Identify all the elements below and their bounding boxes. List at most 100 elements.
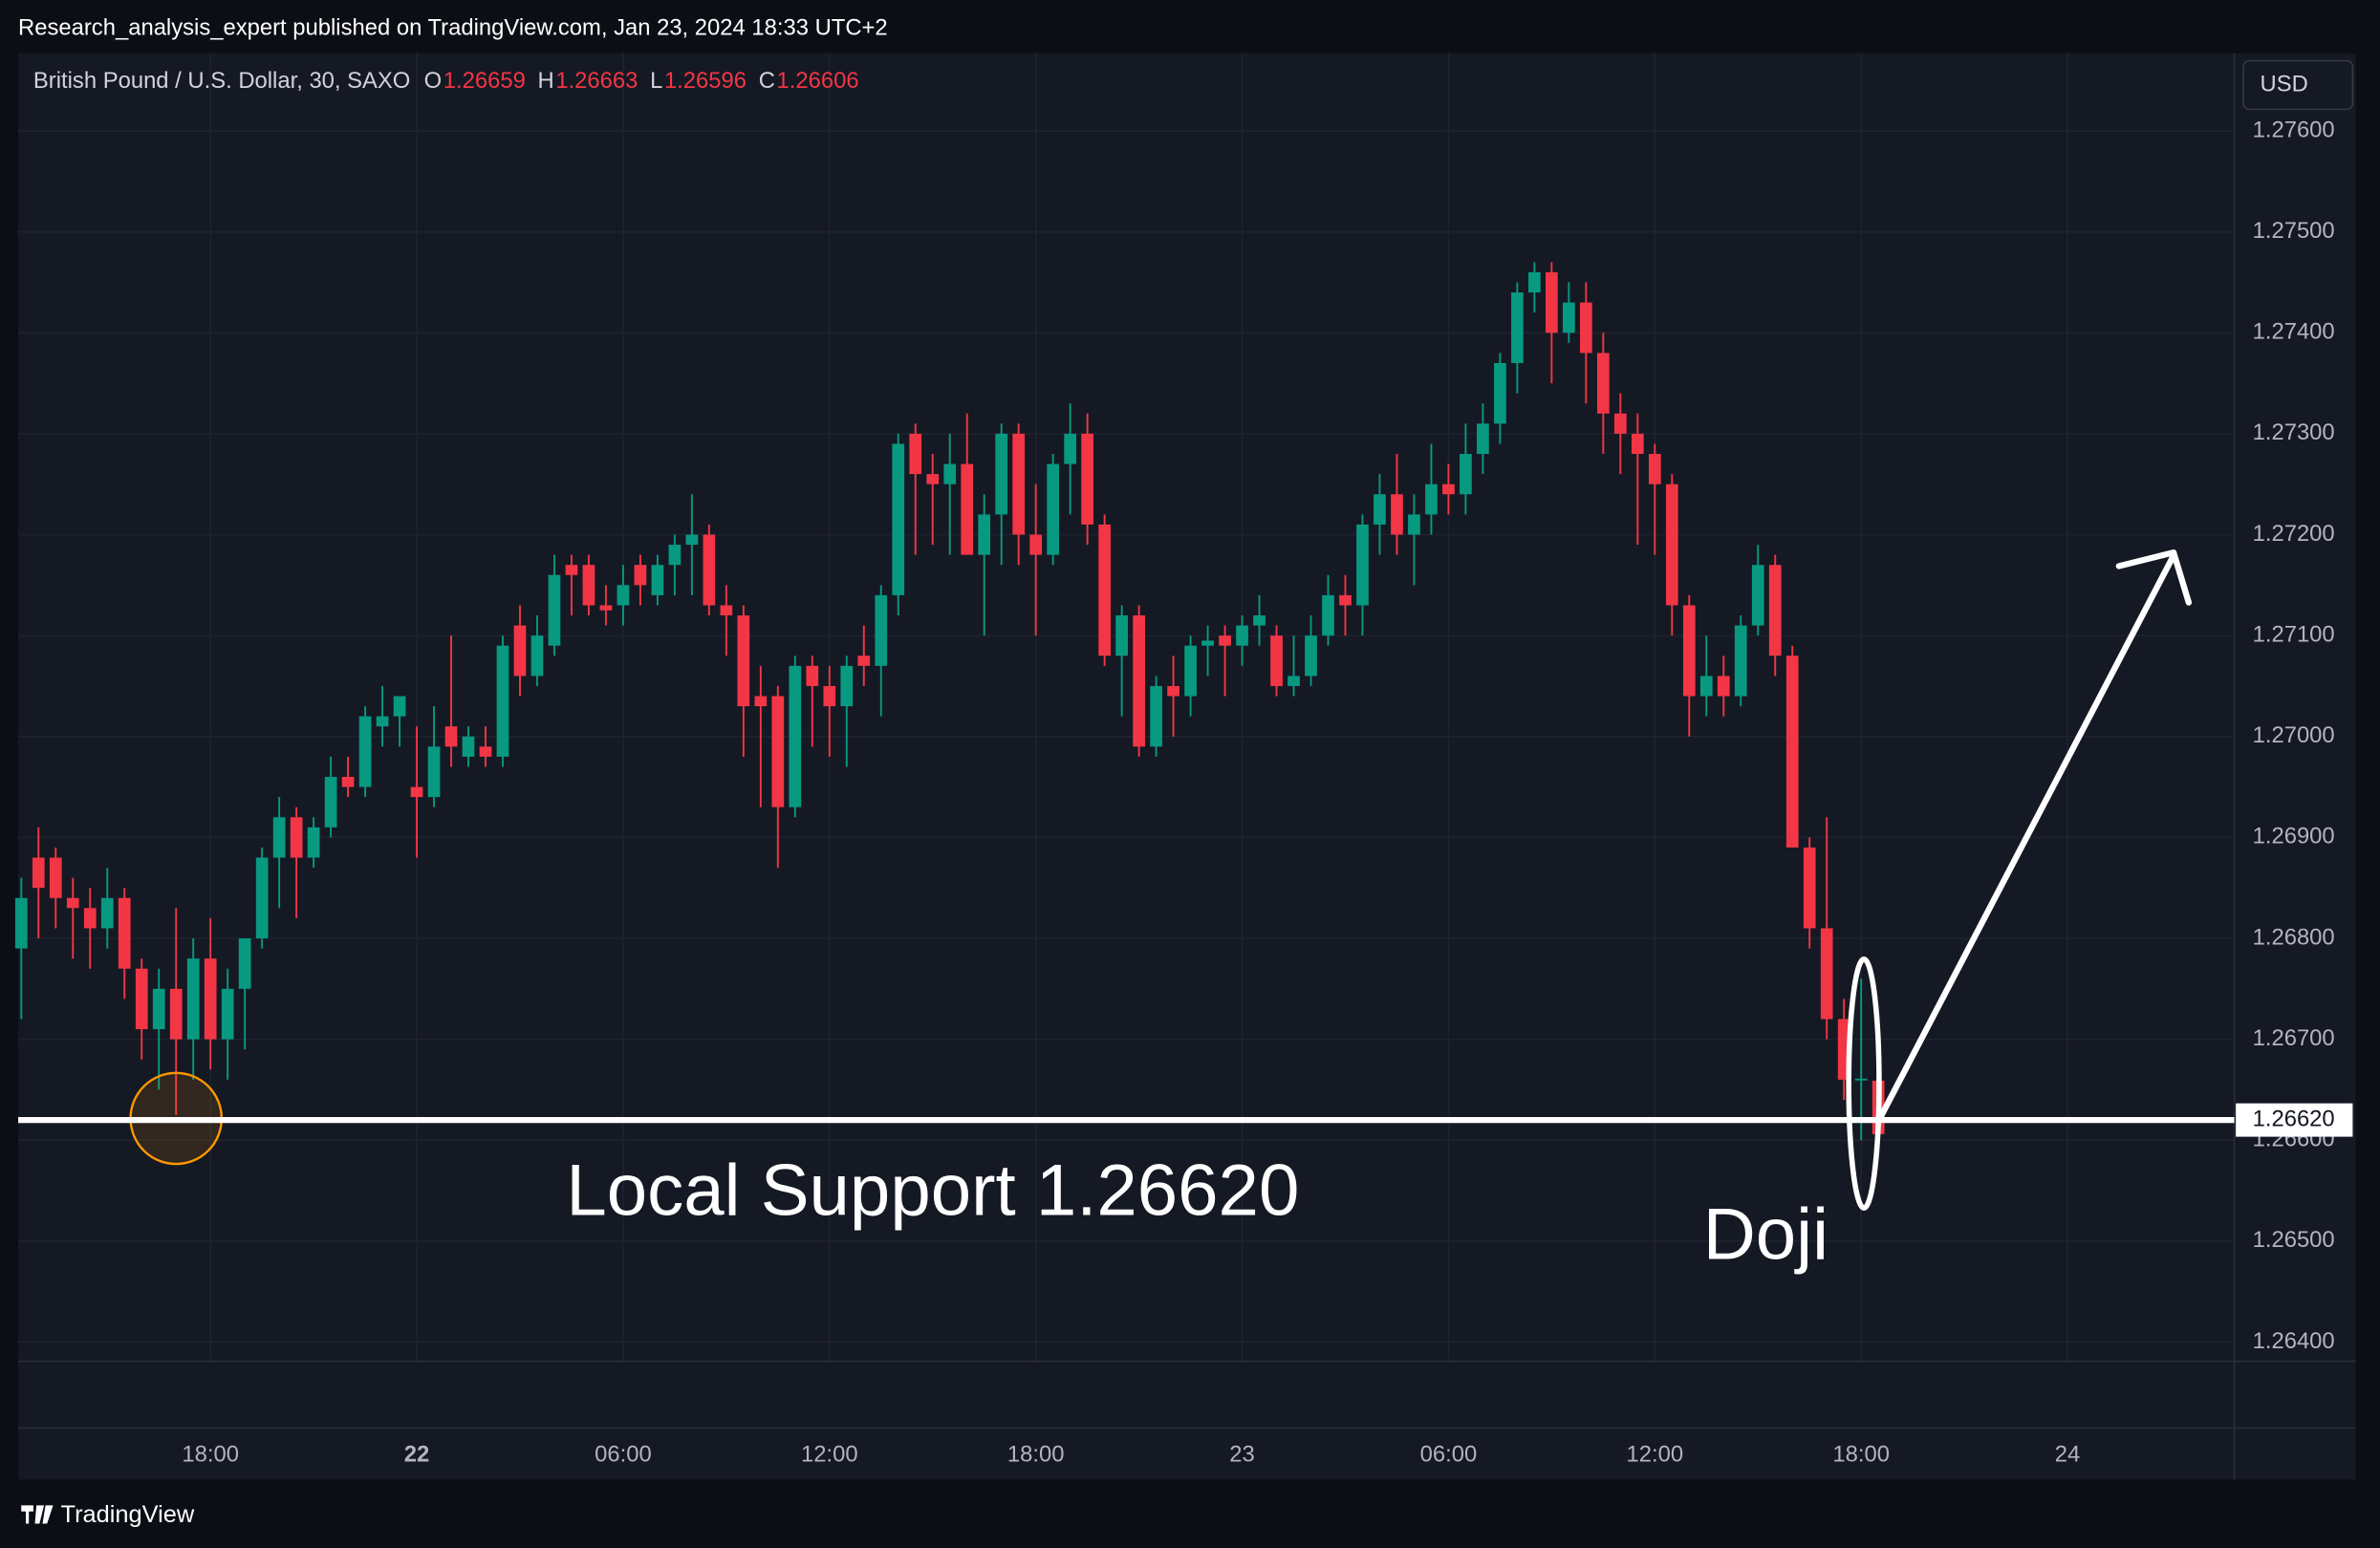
x-tick-label: 23 [1229,1441,1255,1467]
ohlc-key: C [759,68,775,94]
candle-body [1115,615,1128,656]
currency-button[interactable] [2242,59,2354,111]
candle-body [221,988,234,1040]
candle-body [255,857,269,939]
candle-body [49,857,62,898]
candle-body [617,585,630,606]
candle-body [1665,484,1678,606]
candle-body [272,817,286,858]
candle-body [410,786,423,798]
axes: 1.27600 1.27500 1.27400 1.27300 1.27200 1.271… [182,117,2334,1467]
candle-body [238,938,251,989]
candle-body [1408,514,1420,535]
candle-body [1425,484,1438,515]
y-tick-label: 1.26700 [2253,1025,2335,1051]
candle-body [444,726,458,747]
candle-body [1477,423,1489,455]
y-tick-label: 1.27300 [2253,419,2335,445]
candle-body [1613,413,1627,434]
annotations: 1.26620 Local Support 1.26620 Doji [18,1103,2353,1276]
y-tick-label: 1.26500 [2253,1227,2335,1253]
candle-body [703,534,716,606]
candle-body [943,463,957,484]
support-text: Local Support 1.26620 [566,1150,1299,1232]
candle-body [1167,685,1179,697]
brand-name: TradingView [61,1501,195,1528]
y-tick-label: 1.26800 [2253,924,2335,950]
candle-body [1631,433,1644,455]
candle-body [307,827,320,858]
candle-body [83,908,97,929]
candle-body [1648,454,1661,484]
candle-body [135,968,148,1030]
ohlc-value: 1.26663 [555,68,638,94]
candle-body [1029,534,1043,555]
doji-ellipse [1846,956,1882,1211]
x-tick-label: 06:00 [595,1441,652,1467]
candle-body [1751,565,1764,626]
candle-body [754,696,768,707]
candle-body [496,645,509,757]
ohlc-value: 1.26596 [664,68,746,94]
support-price-tag [2236,1103,2353,1137]
currency-label: USD [2261,71,2308,97]
candle-body [1219,635,1231,646]
candle-body [668,545,682,566]
candle-body [1803,847,1816,929]
candle-body [1098,524,1111,656]
candle-body [1785,656,1799,848]
y-tick-label: 1.27600 [2253,117,2335,142]
candle-body [462,736,475,757]
x-tick-label: 22 [404,1441,430,1467]
ohlc-key: L [650,68,662,94]
candle-body [1305,635,1317,677]
candles [14,262,1885,1145]
candle-body [1270,635,1283,686]
candle-body [599,605,613,611]
candle-body [290,817,303,858]
candle-body [1201,640,1214,646]
candle-body [530,635,544,677]
candle-body [651,565,664,595]
candle-body [1287,676,1300,686]
candle-body [1546,271,1558,333]
candle-body [66,897,79,909]
candle-body [1820,928,1833,1020]
candle-body [393,696,406,717]
ohlc-key: H [538,68,554,94]
candle-body [875,594,888,666]
candle-body [32,857,45,889]
brand-logo [21,1505,54,1524]
y-tick-label: 1.27100 [2253,621,2335,647]
candle-body [961,463,974,555]
candle-body [995,433,1008,515]
y-tick-label: 1.26900 [2253,824,2335,849]
candle-body [14,897,28,949]
candle-body [548,574,561,646]
candle-body [806,665,819,686]
candle-body [204,958,217,1040]
y-tick-label: 1.26400 [2253,1328,2335,1354]
y-tick-label: 1.27200 [2253,521,2335,547]
candle-body [565,565,578,575]
candle-body [926,474,940,484]
candle-body [376,716,389,727]
candle-body [100,897,114,929]
candle-body [169,988,183,1040]
x-tick-label: 24 [2055,1441,2081,1467]
candle-body [1012,433,1026,535]
candle-body [892,443,905,595]
candle-body [1133,615,1145,747]
candle-body [1391,494,1403,535]
candle-body [1322,594,1334,636]
candle-body [1253,615,1266,626]
candle-body [1081,433,1093,525]
candle-body [1528,271,1541,293]
x-tick-label: 18:00 [182,1441,239,1467]
candle-body [1150,685,1162,747]
y-tick-label: 1.27000 [2253,722,2335,748]
candle-body [978,514,991,555]
y-tick-label: 1.27400 [2253,319,2335,345]
